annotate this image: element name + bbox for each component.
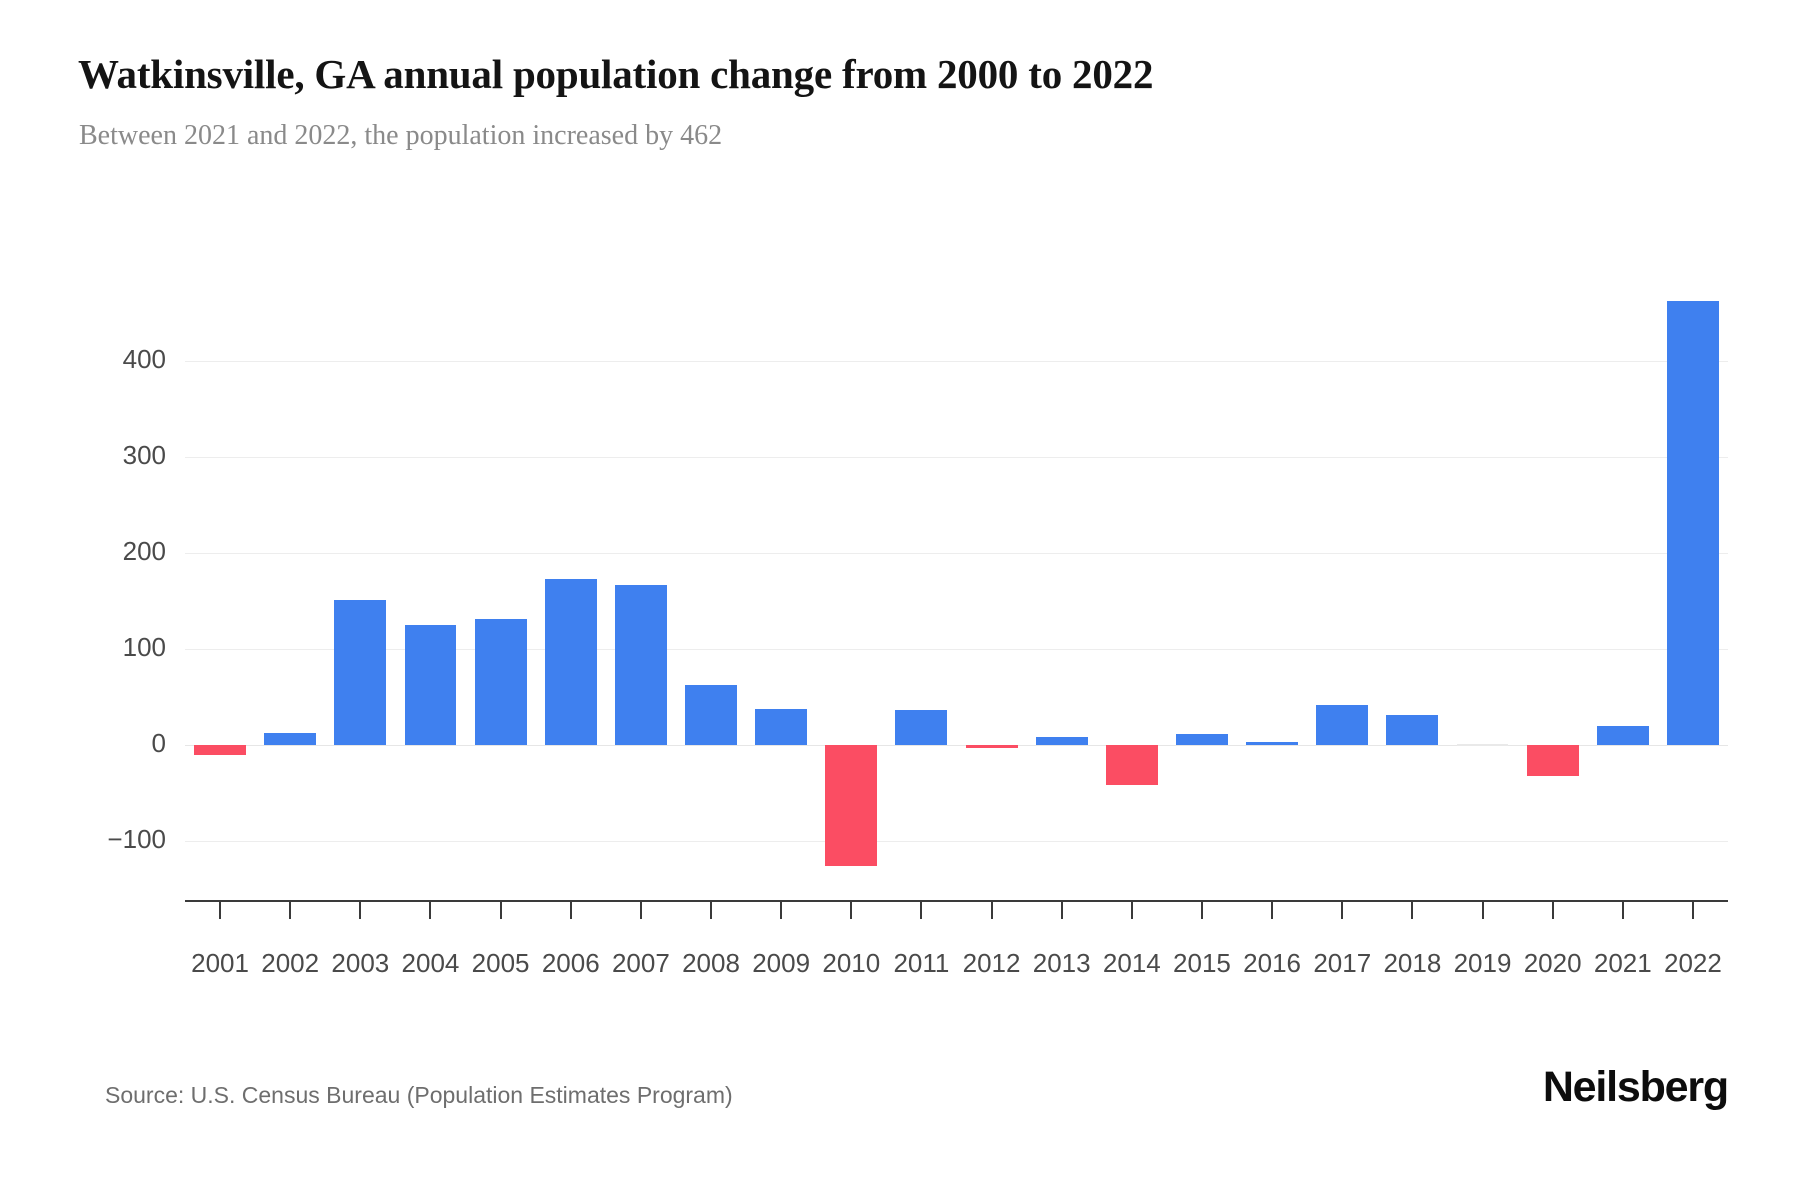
x-axis-tick-label-2005: 2005 xyxy=(471,948,530,978)
x-axis-tick-label-2015: 2015 xyxy=(1173,948,1231,978)
bar-2014[interactable] xyxy=(1105,745,1158,786)
x-axis-tick-label-2007: 2007 xyxy=(611,948,670,978)
x-axis-tick-label-2021: 2021 xyxy=(1593,948,1652,978)
x-axis-tick-label-2012: 2012 xyxy=(962,948,1021,978)
y-axis-tick-label: −100 xyxy=(107,824,166,854)
x-axis-tickmark xyxy=(850,900,853,919)
x-axis-tickmark xyxy=(780,900,783,919)
zero-baseline xyxy=(185,745,1728,746)
y-gridline xyxy=(185,457,1728,458)
x-axis-tick-label-2013: 2013 xyxy=(1032,948,1091,978)
x-axis-tickmark xyxy=(499,900,502,919)
x-axis-tick-label-2008: 2008 xyxy=(682,948,740,978)
bar-2022[interactable] xyxy=(1666,301,1719,745)
x-axis-tick-label-2006: 2006 xyxy=(541,948,600,978)
x-axis-tickmark xyxy=(639,900,642,919)
page-subtitle: Between 2021 and 2022, the population in… xyxy=(79,120,723,151)
x-axis-tickmark xyxy=(429,900,432,919)
bar-2003[interactable] xyxy=(334,600,387,745)
x-axis-tick-label-2001: 2001 xyxy=(191,948,249,978)
y-gridline xyxy=(185,361,1728,362)
x-axis-tickmark xyxy=(289,900,292,919)
y-axis-tick-label: 300 xyxy=(122,440,166,470)
x-axis-tickmark xyxy=(219,900,222,919)
y-gridline xyxy=(185,649,1728,650)
x-axis-tick-label-2014: 2014 xyxy=(1102,948,1161,978)
bar-2013[interactable] xyxy=(1035,737,1088,745)
bar-2009[interactable] xyxy=(755,709,808,745)
page-title: Watkinsville, GA annual population chang… xyxy=(78,51,1154,97)
y-gridline xyxy=(185,553,1728,554)
bar-2018[interactable] xyxy=(1386,715,1439,745)
x-axis-tick-label-2017: 2017 xyxy=(1313,948,1372,978)
bar-2008[interactable] xyxy=(685,685,737,745)
x-axis-tick-label-2018: 2018 xyxy=(1383,948,1442,978)
bar-2015[interactable] xyxy=(1176,734,1228,745)
bar-2019[interactable] xyxy=(1456,744,1509,746)
x-axis-tickmark xyxy=(1551,900,1554,919)
x-axis-tick-label-2019: 2019 xyxy=(1453,948,1512,978)
x-axis-tickmark xyxy=(359,900,362,919)
bar-2017[interactable] xyxy=(1316,704,1369,745)
y-axis-tick-label: 0 xyxy=(151,728,166,758)
x-axis-tick-label-2003: 2003 xyxy=(331,948,390,978)
x-axis-tick-label-2009: 2009 xyxy=(752,948,811,978)
bar-2011[interactable] xyxy=(895,710,948,745)
y-gridline xyxy=(185,841,1728,842)
bar-2001[interactable] xyxy=(194,745,246,755)
bar-2007[interactable] xyxy=(614,584,667,745)
y-axis-tick-label: 200 xyxy=(122,536,166,566)
bar-2010[interactable] xyxy=(825,745,878,866)
x-axis-tick-label-2011: 2011 xyxy=(893,948,950,978)
x-axis-tick-label-2016: 2016 xyxy=(1243,948,1302,978)
bar-2016[interactable] xyxy=(1246,742,1299,745)
x-axis-tickmark xyxy=(1341,900,1344,919)
x-axis-line xyxy=(185,900,1728,902)
x-axis-tickmark xyxy=(1200,900,1203,919)
x-axis-tick-label-2020: 2020 xyxy=(1523,948,1582,978)
x-axis-tickmark xyxy=(1130,900,1133,919)
source-note: Source: U.S. Census Bureau (Population E… xyxy=(105,1082,733,1108)
bar-2021[interactable] xyxy=(1596,725,1649,745)
x-axis-tickmark xyxy=(1060,900,1063,919)
x-axis-tickmark xyxy=(1271,900,1274,919)
x-axis-tickmark xyxy=(569,900,572,919)
x-axis-tickmark xyxy=(920,900,923,919)
x-axis-tickmark xyxy=(990,900,993,919)
x-axis-tick-label-2022: 2022 xyxy=(1664,948,1722,978)
x-axis-tickmark xyxy=(1691,900,1694,919)
bar-2012[interactable] xyxy=(965,745,1018,748)
x-axis-tick-label-2004: 2004 xyxy=(401,948,460,978)
x-axis-tickmark xyxy=(1411,900,1414,919)
bar-2002[interactable] xyxy=(264,732,317,745)
x-axis-tick-label-2002: 2002 xyxy=(261,948,320,978)
bar-2005[interactable] xyxy=(474,619,527,745)
y-axis-tick-label: 400 xyxy=(122,344,166,374)
y-axis-tick-label: 100 xyxy=(122,632,166,662)
x-axis-tickmark xyxy=(710,900,713,919)
x-axis-tickmark xyxy=(1621,900,1624,919)
x-axis-tickmark xyxy=(1481,900,1484,919)
bar-2020[interactable] xyxy=(1526,745,1579,776)
bar-2004[interactable] xyxy=(404,625,457,745)
x-axis-tick-label-2010: 2010 xyxy=(822,948,881,978)
bar-2006[interactable] xyxy=(544,578,597,745)
brand-logo: Neilsberg xyxy=(1542,1063,1729,1111)
